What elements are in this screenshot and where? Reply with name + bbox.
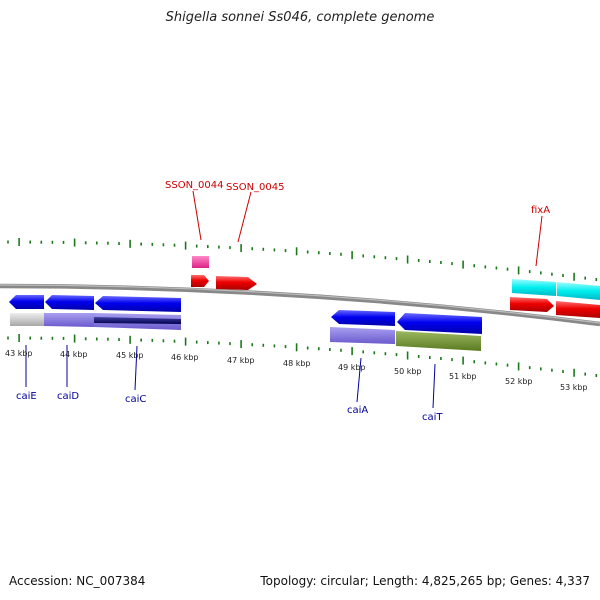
- gene-label-caiD: caiD: [57, 391, 79, 402]
- gene-arrow-fixA: [510, 297, 554, 312]
- gene-label-caiA: caiA: [347, 405, 368, 416]
- gene-arrow-sson0045: [216, 276, 257, 290]
- caiA-track-bar: [330, 327, 395, 344]
- scale-labels: 43 kbp 44 kbp 45 kbp 46 kbp 47 kbp 48 kb…: [5, 349, 588, 392]
- scale-label: 50 kbp: [394, 367, 422, 376]
- gene-arrow-caiT: [397, 313, 482, 334]
- caiD-track-bar: [44, 313, 94, 327]
- gene-arrow-caiC: [95, 296, 181, 312]
- genome-backbone: [0, 283, 600, 327]
- scale-label: 53 kbp: [560, 383, 588, 392]
- gene-arrow-caiA: [331, 310, 395, 326]
- fixA-track-bar: [512, 279, 556, 296]
- caiE-track-bar: [10, 313, 44, 326]
- scale-label: 44 kbp: [60, 350, 88, 359]
- scale-label: 45 kbp: [116, 351, 144, 360]
- caiT-track-bar: [396, 331, 481, 351]
- scale-label: 46 kbp: [171, 353, 199, 362]
- gene-label-fixA: fixA: [531, 205, 550, 216]
- scale-label: 52 kbp: [505, 377, 533, 386]
- scale-label: 47 kbp: [227, 356, 255, 365]
- scale-label: 43 kbp: [5, 349, 33, 358]
- accession-text: Accession: NC_007384: [9, 574, 146, 588]
- scale-label: 48 kbp: [283, 359, 311, 368]
- gene-arrow-caiD: [45, 295, 94, 310]
- gene-label-sson0044: SSON_0044: [165, 180, 224, 191]
- pink-feature: [192, 256, 209, 268]
- gene-label-caiE: caiE: [16, 391, 37, 402]
- gene-label-caiT: caiT: [422, 412, 443, 423]
- gene-label-caiC: caiC: [125, 394, 146, 405]
- upper-tick-track: [7, 238, 598, 281]
- scale-label: 51 kbp: [449, 372, 477, 381]
- gene-arrow-caiE: [9, 295, 44, 309]
- gene-label-sson0045: SSON_0045: [226, 182, 285, 193]
- gene-arrow-fix-next: [556, 301, 600, 318]
- scale-label: 49 kbp: [338, 363, 366, 372]
- page-title: Shigella sonnei Ss046, complete genome: [165, 10, 435, 25]
- fixA-track-bar-2: [557, 282, 600, 300]
- gene-arrow-sson0044: [191, 275, 209, 287]
- topology-summary: Topology: circular; Length: 4,825,265 bp…: [260, 574, 590, 588]
- lower-tick-track: [7, 334, 598, 377]
